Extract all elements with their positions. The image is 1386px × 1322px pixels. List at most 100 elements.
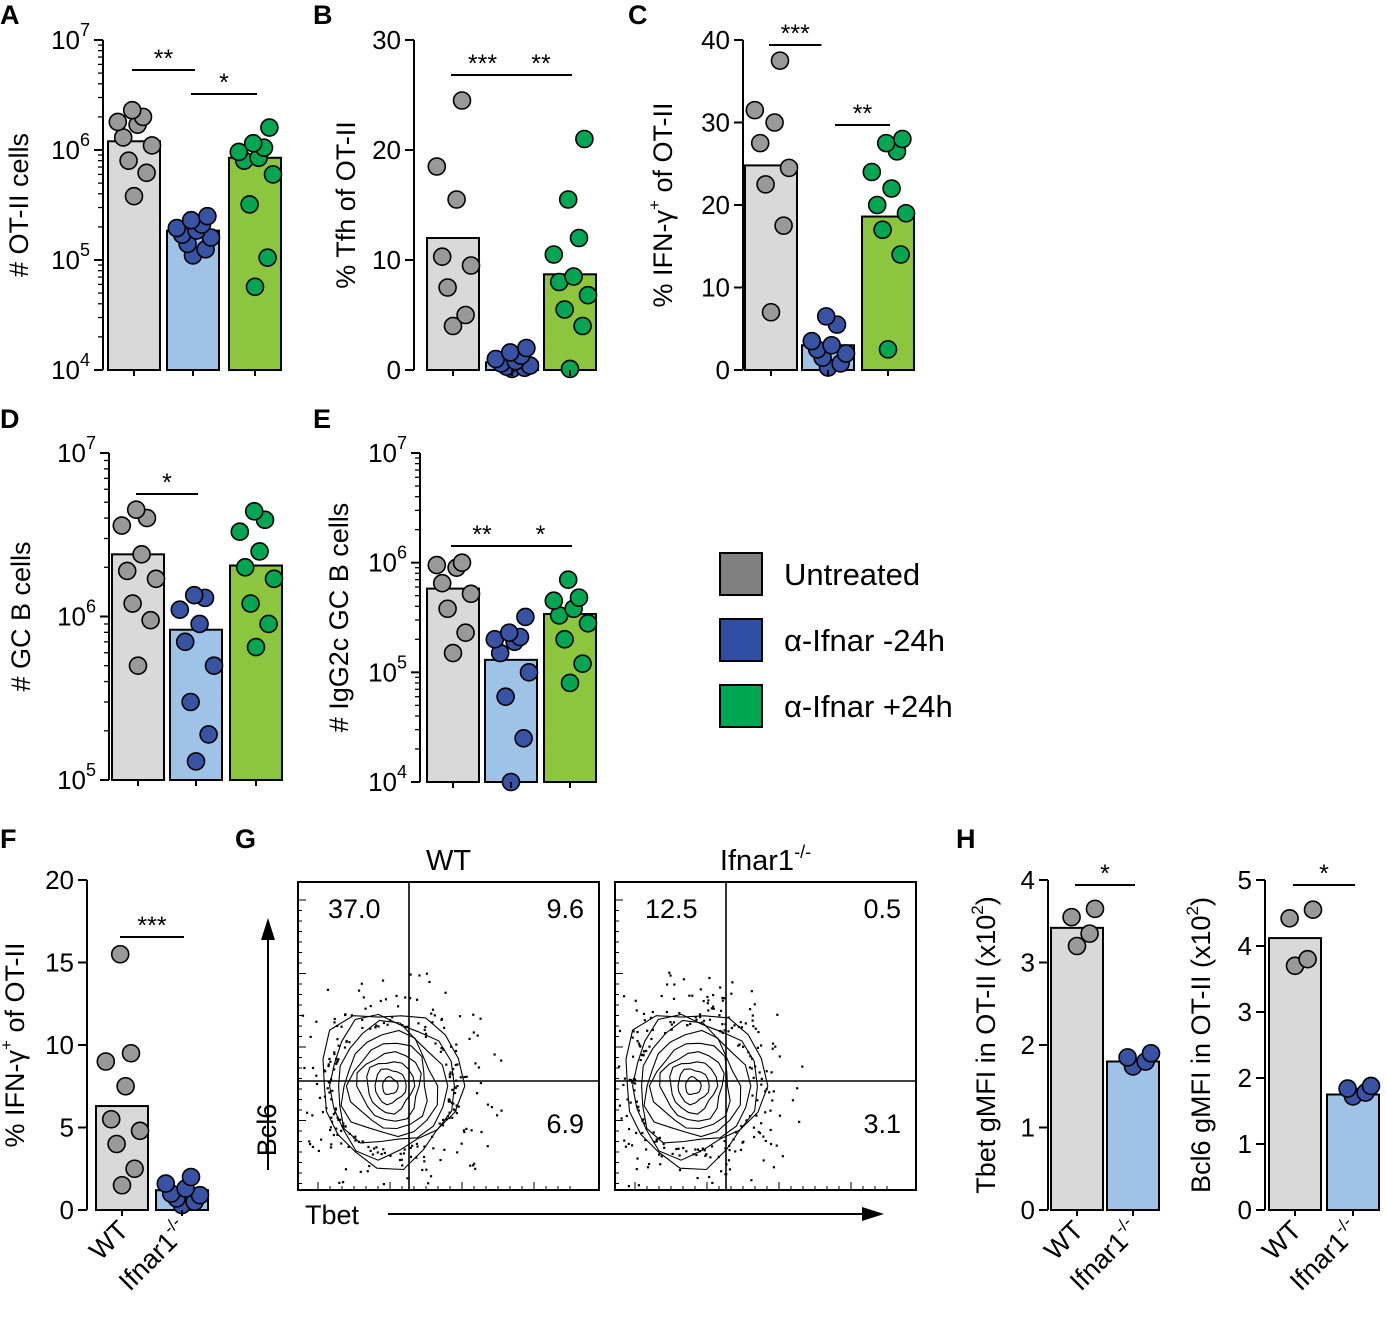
event-dot — [623, 1139, 626, 1142]
event-dot — [472, 1031, 475, 1034]
event-dot — [618, 1029, 622, 1033]
data-point-h2 — [1298, 949, 1317, 969]
event-dot — [379, 999, 382, 1003]
data-point-c — [802, 331, 822, 351]
event-dot — [335, 1057, 338, 1060]
data-point-a — [124, 186, 144, 206]
y-axis-label: # OT-II cells — [4, 133, 34, 277]
event-dot — [445, 1063, 448, 1066]
event-dot — [682, 978, 685, 981]
event-dot — [369, 1004, 372, 1008]
event-dot — [774, 1045, 777, 1048]
event-dot — [371, 1153, 374, 1156]
event-dot — [672, 997, 676, 1000]
event-dot — [796, 1087, 799, 1090]
event-dot — [636, 1157, 639, 1160]
event-dot — [382, 1182, 386, 1186]
data-point-a — [243, 134, 263, 153]
event-dot — [440, 1017, 444, 1021]
event-dot — [753, 1135, 756, 1139]
data-point-e — [569, 588, 589, 607]
data-point-d — [244, 501, 264, 521]
event-dot — [750, 1179, 753, 1182]
event-dot — [354, 1135, 357, 1138]
event-dot — [641, 1131, 644, 1135]
event-dot — [748, 1115, 752, 1118]
event-dot — [727, 1159, 731, 1162]
event-dot — [336, 1061, 339, 1064]
event-dot — [434, 1042, 437, 1045]
data-point-c — [867, 195, 887, 215]
event-dot — [344, 1013, 347, 1017]
event-dot — [449, 1045, 453, 1048]
event-dot — [659, 1163, 662, 1166]
data-point-a — [198, 206, 217, 226]
event-dot — [455, 1079, 458, 1082]
data-point-b — [578, 285, 598, 305]
event-dot — [388, 1018, 392, 1022]
y-axis-label: Bcl6 gMFI in OT-II (x102) — [1183, 897, 1216, 1193]
data-point-a — [119, 151, 138, 170]
event-dot — [476, 1034, 479, 1037]
event-dot — [728, 1168, 732, 1171]
event-dot — [439, 1158, 442, 1162]
event-dot — [660, 1155, 663, 1158]
event-dot — [723, 1029, 726, 1032]
data-point-a — [122, 100, 142, 120]
event-dot — [486, 1145, 489, 1148]
event-dot — [720, 1030, 723, 1033]
event-dot — [448, 1111, 451, 1114]
bar-h1-0 — [1050, 926, 1104, 1211]
data-point-a — [167, 218, 187, 238]
quadrant-upper-right: 0.5 — [863, 894, 901, 924]
event-dot — [643, 1122, 646, 1125]
data-point-c — [822, 335, 841, 355]
event-dot — [756, 1099, 759, 1102]
event-dot — [333, 1017, 336, 1021]
event-dot — [647, 1162, 651, 1166]
event-dot — [463, 1130, 466, 1134]
event-dot — [344, 1125, 347, 1128]
event-dot — [444, 991, 447, 994]
event-dot — [738, 1043, 741, 1046]
event-dot — [675, 1147, 678, 1151]
event-dot — [405, 1025, 408, 1029]
event-dot — [404, 996, 407, 999]
data-point-f — [101, 1109, 121, 1129]
data-point-d — [117, 561, 137, 581]
event-dot — [330, 1098, 333, 1101]
data-point-a — [181, 210, 201, 230]
event-dot — [490, 1106, 494, 1109]
event-dot — [689, 1022, 692, 1025]
event-dot — [359, 1170, 362, 1173]
event-dot — [469, 1164, 472, 1167]
event-dot — [456, 1151, 459, 1154]
data-point-h2 — [1338, 1079, 1357, 1098]
bar-h2-0 — [1268, 937, 1322, 1212]
event-dot — [409, 1155, 413, 1158]
quadrant-upper-left: 37.0 — [328, 894, 381, 924]
y-tick-label: 104 — [51, 350, 90, 385]
event-dot — [706, 995, 709, 999]
event-dot — [756, 1046, 759, 1049]
event-dot — [311, 1114, 314, 1117]
event-dot — [737, 1044, 740, 1047]
event-dot — [620, 1117, 623, 1120]
flow-x-label: Tbet — [305, 1200, 360, 1230]
event-dot — [411, 1144, 414, 1147]
event-dot — [500, 1059, 503, 1062]
event-dot — [459, 1076, 462, 1079]
event-dot — [347, 1145, 350, 1149]
data-point-b — [500, 343, 520, 362]
event-dot — [625, 1114, 628, 1118]
event-dot — [409, 1146, 412, 1150]
event-dot — [451, 1073, 454, 1076]
event-dot — [652, 1131, 655, 1134]
event-dot — [709, 1156, 712, 1159]
event-dot — [678, 1011, 681, 1015]
data-point-e — [438, 599, 457, 619]
event-dot — [645, 1148, 648, 1151]
event-dot — [727, 1016, 730, 1019]
contour-line — [677, 1068, 710, 1106]
